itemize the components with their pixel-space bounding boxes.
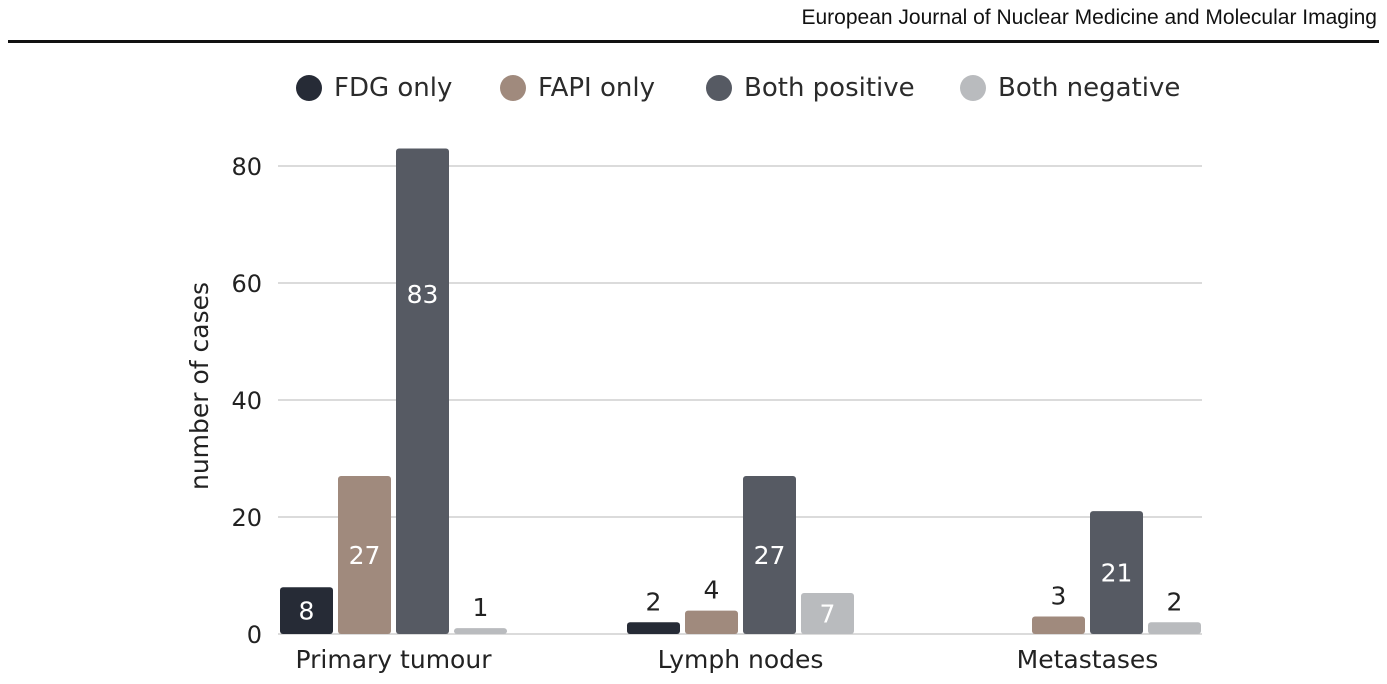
legend-label-fdg-only: FDG only xyxy=(334,73,453,103)
legend-item-fapi-only: FAPI only xyxy=(500,68,655,108)
legend-label-both-negative: Both negative xyxy=(998,73,1181,103)
bar-value-label: 7 xyxy=(820,600,836,629)
legend-swatch-fdg-only xyxy=(296,75,322,101)
legend-label-fapi-only: FAPI only xyxy=(538,73,655,103)
bar xyxy=(280,587,333,634)
bar xyxy=(743,476,796,634)
bar-value-label: 21 xyxy=(1101,559,1133,588)
bar xyxy=(627,622,680,634)
bar xyxy=(338,476,391,634)
chart-value-labels: 8 27 83 1 2 4 27 7 3 21 2 xyxy=(299,280,1183,628)
x-category-label: Metastases xyxy=(1017,645,1159,674)
bar xyxy=(1032,616,1085,634)
y-tick-label: 60 xyxy=(231,270,262,298)
bar xyxy=(801,593,854,634)
journal-title: European Journal of Nuclear Medicine and… xyxy=(801,6,1378,29)
bar-value-label: 8 xyxy=(299,597,315,626)
bar xyxy=(685,610,738,634)
bar xyxy=(454,628,507,634)
bar-value-label: 2 xyxy=(646,587,662,616)
legend-label-both-positive: Both positive xyxy=(744,73,915,103)
x-category-label: Lymph nodes xyxy=(658,645,824,674)
bar xyxy=(1148,622,1201,634)
y-tick-label: 40 xyxy=(231,387,262,415)
bar-value-label: 83 xyxy=(407,280,439,309)
x-axis-categories: Primary tumour Lymph nodes Metastases xyxy=(296,645,1159,674)
y-axis-label: number of cases xyxy=(185,282,214,490)
legend-item-both-positive: Both positive xyxy=(706,68,915,108)
bar-value-label: 27 xyxy=(349,541,381,570)
bar-value-label: 27 xyxy=(754,541,786,570)
bar xyxy=(1090,511,1143,634)
legend-swatch-both-negative xyxy=(960,75,986,101)
bar-value-label: 2 xyxy=(1167,587,1183,616)
bar-value-label: 1 xyxy=(473,593,489,622)
legend-swatch-fapi-only xyxy=(500,75,526,101)
x-category-label: Primary tumour xyxy=(296,645,493,674)
y-tick-label: 20 xyxy=(231,504,262,532)
chart-legend: FDG only FAPI only Both positive Both ne… xyxy=(0,68,1387,108)
y-tick-label: 0 xyxy=(247,621,262,649)
legend-item-fdg-only: FDG only xyxy=(296,68,452,108)
y-axis-ticks: 0 20 40 60 80 xyxy=(231,153,262,649)
bar xyxy=(396,148,449,634)
bar-value-label: 3 xyxy=(1051,581,1067,610)
legend-swatch-both-positive xyxy=(706,75,732,101)
y-tick-label: 80 xyxy=(231,153,262,181)
legend-item-both-negative: Both negative xyxy=(960,68,1180,108)
bar-value-label: 4 xyxy=(704,576,720,605)
chart-bars xyxy=(280,148,1201,634)
header-rule xyxy=(8,40,1379,43)
